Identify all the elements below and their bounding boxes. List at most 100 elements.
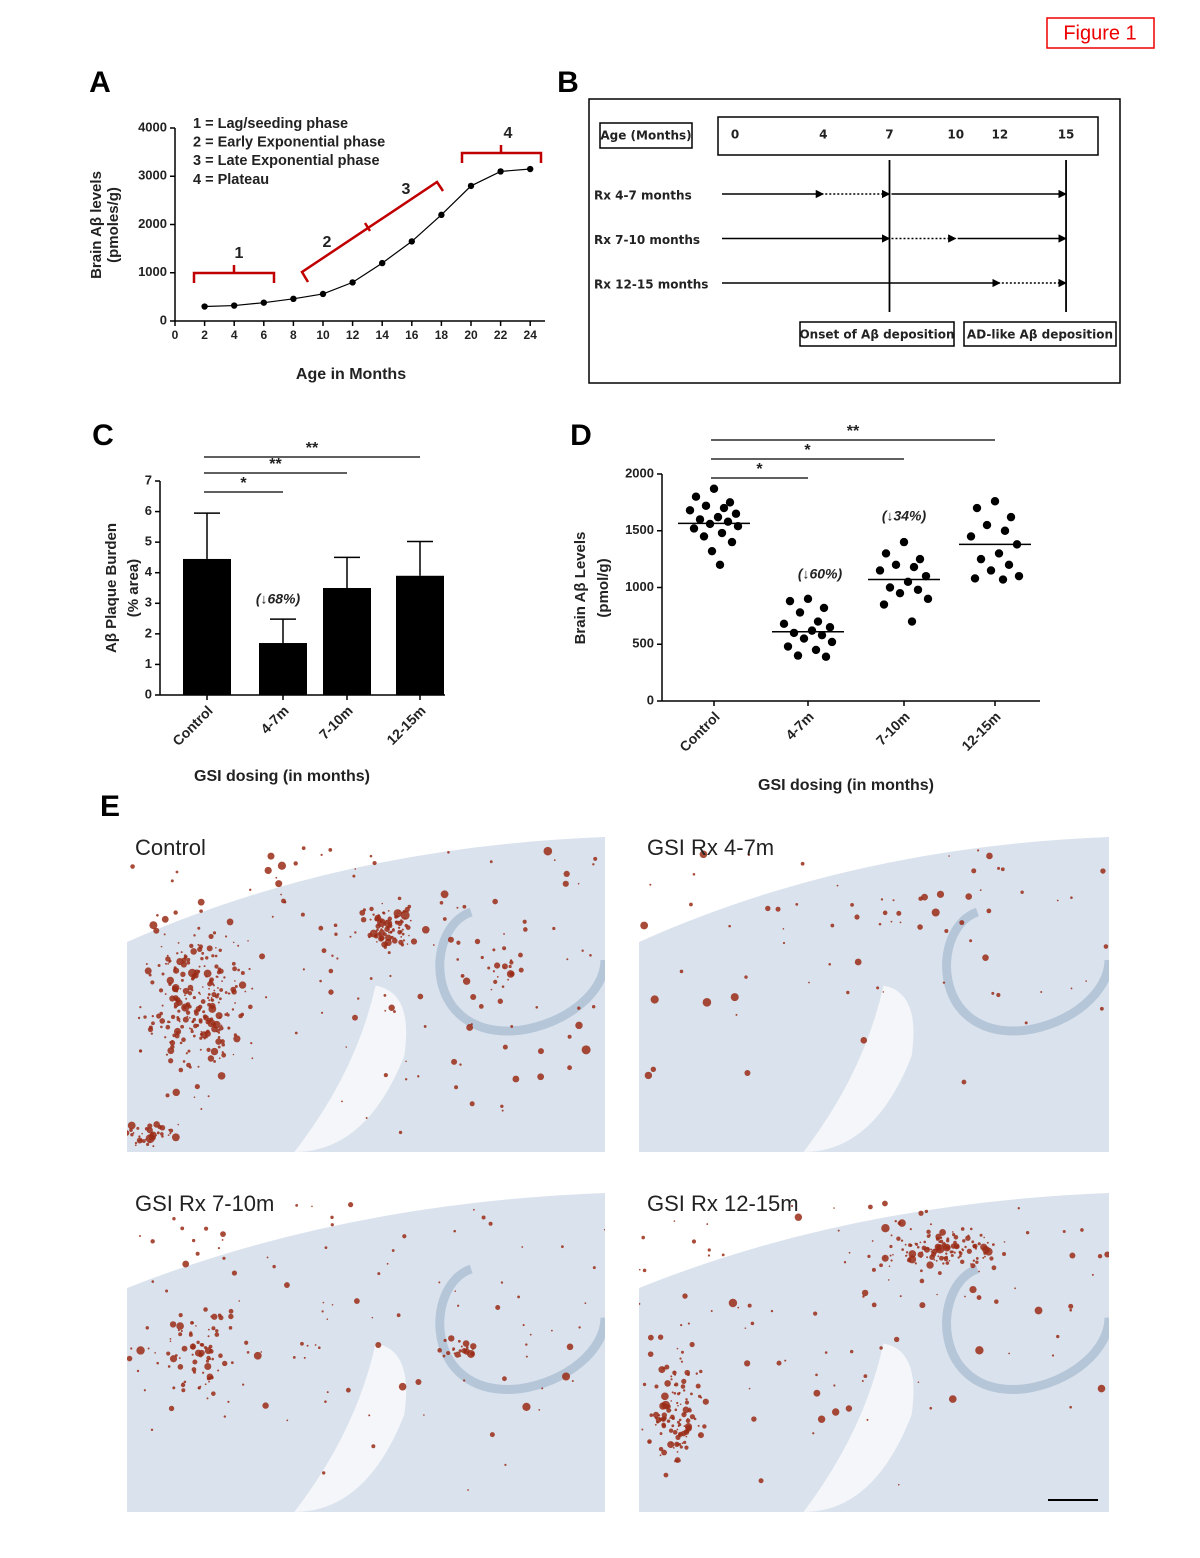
plaque	[676, 1347, 679, 1350]
phase-bracket	[460, 145, 543, 163]
plaque	[215, 1038, 222, 1045]
plaque	[685, 1398, 688, 1401]
x-tick-label: 2	[201, 328, 208, 342]
plaque	[174, 1354, 178, 1357]
plaque	[320, 1011, 324, 1014]
plaque	[689, 902, 693, 907]
plaque	[189, 1331, 193, 1335]
plaque	[147, 1123, 153, 1129]
x-tick-label: 20	[464, 328, 478, 342]
plaque	[202, 1371, 205, 1374]
y-axis-label: (pmol/g)	[595, 558, 612, 617]
plaque	[175, 870, 179, 874]
plaque	[697, 1424, 700, 1427]
plaque	[188, 1016, 191, 1019]
data-point	[731, 509, 741, 518]
plaque	[462, 1340, 470, 1347]
plaque	[960, 1227, 965, 1231]
plaque	[1003, 1241, 1006, 1243]
plaque	[710, 1309, 713, 1312]
data-point	[709, 484, 719, 493]
plaque	[578, 1326, 581, 1329]
plaque	[462, 1379, 466, 1382]
plaque	[432, 944, 435, 946]
plaque	[328, 989, 334, 995]
data-point	[966, 532, 976, 541]
data-point	[915, 554, 925, 564]
plaque	[446, 1350, 451, 1356]
plaque	[400, 935, 403, 938]
plaque	[217, 1001, 220, 1004]
plaque	[808, 981, 810, 984]
data-line	[204, 168, 531, 308]
plaque	[668, 1428, 674, 1433]
plaque	[186, 1003, 189, 1006]
plaque	[961, 1249, 965, 1252]
plaque	[226, 1013, 230, 1017]
x-tick-label: 14	[376, 328, 390, 342]
plaque	[165, 1053, 169, 1056]
plaque	[862, 1295, 865, 1298]
plaque	[248, 967, 251, 971]
plaque	[387, 951, 391, 955]
plaque	[206, 945, 213, 952]
plaque	[183, 954, 187, 958]
plaque	[996, 992, 1001, 998]
plaque	[242, 1383, 245, 1386]
plaque	[689, 1341, 695, 1348]
plaque	[383, 945, 388, 949]
plaque	[409, 919, 412, 922]
plaque	[892, 899, 895, 902]
plaque	[650, 1066, 657, 1073]
plaque	[970, 1263, 976, 1269]
phase-bracket	[300, 180, 445, 283]
plaque	[964, 1245, 967, 1249]
plaque	[212, 931, 217, 935]
plaque	[168, 982, 172, 986]
plaque	[213, 1023, 217, 1026]
plaque	[389, 930, 393, 934]
plaque	[984, 1255, 986, 1258]
plaque	[215, 946, 217, 949]
plaque	[173, 968, 176, 971]
age-label: 12	[991, 128, 1008, 142]
plaque	[185, 1010, 191, 1015]
hippocampus	[942, 907, 1109, 1036]
plaque	[232, 941, 235, 944]
plaque	[153, 927, 160, 934]
plaque	[189, 1343, 197, 1350]
plaque	[228, 1326, 233, 1330]
data-point	[725, 498, 735, 507]
plaque	[253, 1351, 262, 1360]
plaque	[457, 1339, 461, 1343]
plaque	[193, 1096, 196, 1098]
plaque	[1000, 867, 1005, 872]
plaque	[221, 1052, 227, 1058]
plaque	[649, 1413, 654, 1417]
plaque	[658, 1366, 666, 1374]
plaque	[684, 1445, 689, 1450]
plaque	[221, 1042, 226, 1047]
plaque	[1014, 1287, 1016, 1290]
plaque	[678, 1418, 682, 1422]
plaque	[187, 984, 194, 991]
plaque	[692, 873, 696, 876]
plaque	[994, 1299, 999, 1304]
data-point	[817, 630, 827, 640]
plaque	[674, 1457, 681, 1463]
plaque	[442, 1354, 446, 1358]
plaque	[281, 898, 286, 904]
significance-label: *	[756, 461, 763, 478]
plaque	[181, 1345, 188, 1352]
plaque	[790, 1204, 794, 1208]
plaque	[168, 959, 172, 963]
plaque	[181, 1388, 186, 1393]
plaque	[463, 1348, 470, 1355]
plaque	[979, 1233, 983, 1237]
plaque	[975, 1346, 984, 1355]
plaque	[192, 1370, 196, 1374]
plaque	[669, 1417, 671, 1419]
plaque	[728, 1298, 738, 1308]
plaque	[211, 1357, 214, 1361]
plaque	[480, 955, 484, 960]
